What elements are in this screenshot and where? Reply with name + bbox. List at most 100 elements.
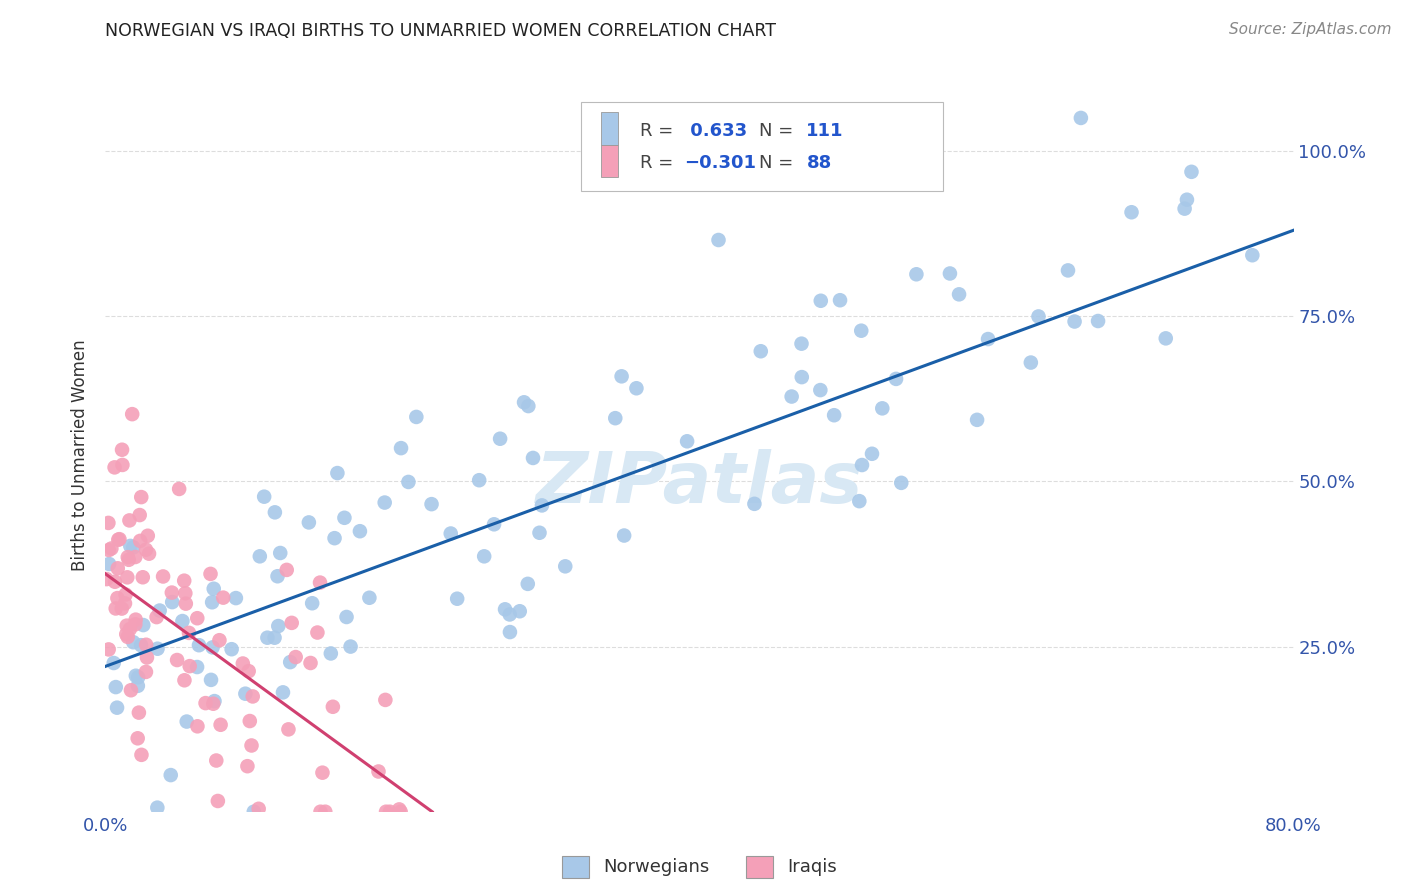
Point [333,510,356,524]
Point [118,622,141,636]
Point [790,336,813,351]
Legend: Norwegians, Iraqis: Norwegians, Iraqis [555,848,844,885]
Point [396,475,419,489]
Point [136,529,159,543]
Point [1070,111,1092,125]
Point [948,287,970,301]
Point [1154,331,1177,345]
Point [97,516,120,530]
Point [124,549,146,564]
Point [405,409,427,424]
Point [851,324,873,338]
Point [905,267,928,281]
Point [146,641,169,656]
Point [374,693,396,707]
Point [314,805,336,819]
Point [120,539,142,553]
Point [482,517,505,532]
Point [242,690,264,704]
Point [122,635,145,649]
Text: Source: ZipAtlas.com: Source: ZipAtlas.com [1229,22,1392,37]
Point [1174,202,1197,216]
Point [322,699,344,714]
Point [107,591,129,606]
Point [309,805,332,819]
Point [319,647,342,661]
Point [375,805,398,819]
Point [111,601,134,615]
Point [103,656,125,670]
Point [174,597,197,611]
Point [145,610,167,624]
Point [309,575,332,590]
Point [201,640,224,655]
Point [529,525,551,540]
Point [114,596,136,610]
Point [530,499,553,513]
FancyBboxPatch shape [600,112,617,145]
Text: 111: 111 [807,121,844,139]
Point [301,596,323,610]
Point [605,411,627,425]
Point [111,442,134,457]
Point [626,381,648,395]
Point [132,570,155,584]
Point [440,526,463,541]
Point [225,591,247,606]
Point [872,401,894,416]
Text: −0.301: −0.301 [685,153,756,171]
Point [118,513,141,527]
Point [135,542,157,557]
Point [207,794,229,808]
Point [159,768,181,782]
Point [848,494,870,508]
Point [269,546,291,560]
Point [280,615,302,630]
Point [204,694,226,708]
Point [236,759,259,773]
Text: N =: N = [759,121,799,139]
Point [939,267,962,281]
Point [1180,165,1202,179]
Point [194,696,217,710]
Point [173,574,195,588]
Point [201,595,224,609]
Point [117,570,139,584]
Point [339,640,361,654]
Point [117,550,139,565]
Point [610,369,633,384]
Point [111,458,134,472]
Point [966,413,988,427]
Point [1019,355,1042,369]
Point [176,714,198,729]
Point [221,642,243,657]
Point [115,627,138,641]
Point [499,607,522,622]
Point [125,669,148,683]
Point [122,541,145,555]
Text: 0.633: 0.633 [685,121,747,139]
Point [129,490,152,504]
Point [613,528,636,542]
Point [509,604,531,618]
FancyBboxPatch shape [600,145,617,177]
Point [186,660,208,674]
Point [277,723,299,737]
Point [780,390,803,404]
Point [160,585,183,599]
Point [790,370,813,384]
Point [127,731,149,746]
Point [202,582,225,596]
Point [808,383,831,397]
Point [212,591,235,605]
Point [851,458,873,472]
Point [179,659,201,673]
Point [103,460,125,475]
Text: 88: 88 [807,153,832,171]
Point [200,566,222,581]
Point [172,614,194,628]
Point [517,399,540,413]
Point [472,549,495,564]
Point [860,447,883,461]
Point [1028,310,1050,324]
